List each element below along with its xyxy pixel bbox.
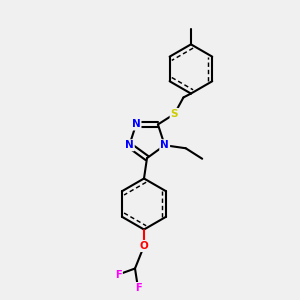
Text: O: O xyxy=(140,241,148,251)
Text: F: F xyxy=(135,283,141,293)
Text: N: N xyxy=(125,140,134,150)
Text: S: S xyxy=(171,109,178,119)
Text: N: N xyxy=(160,140,169,150)
Text: F: F xyxy=(115,269,122,280)
Text: N: N xyxy=(132,119,140,130)
